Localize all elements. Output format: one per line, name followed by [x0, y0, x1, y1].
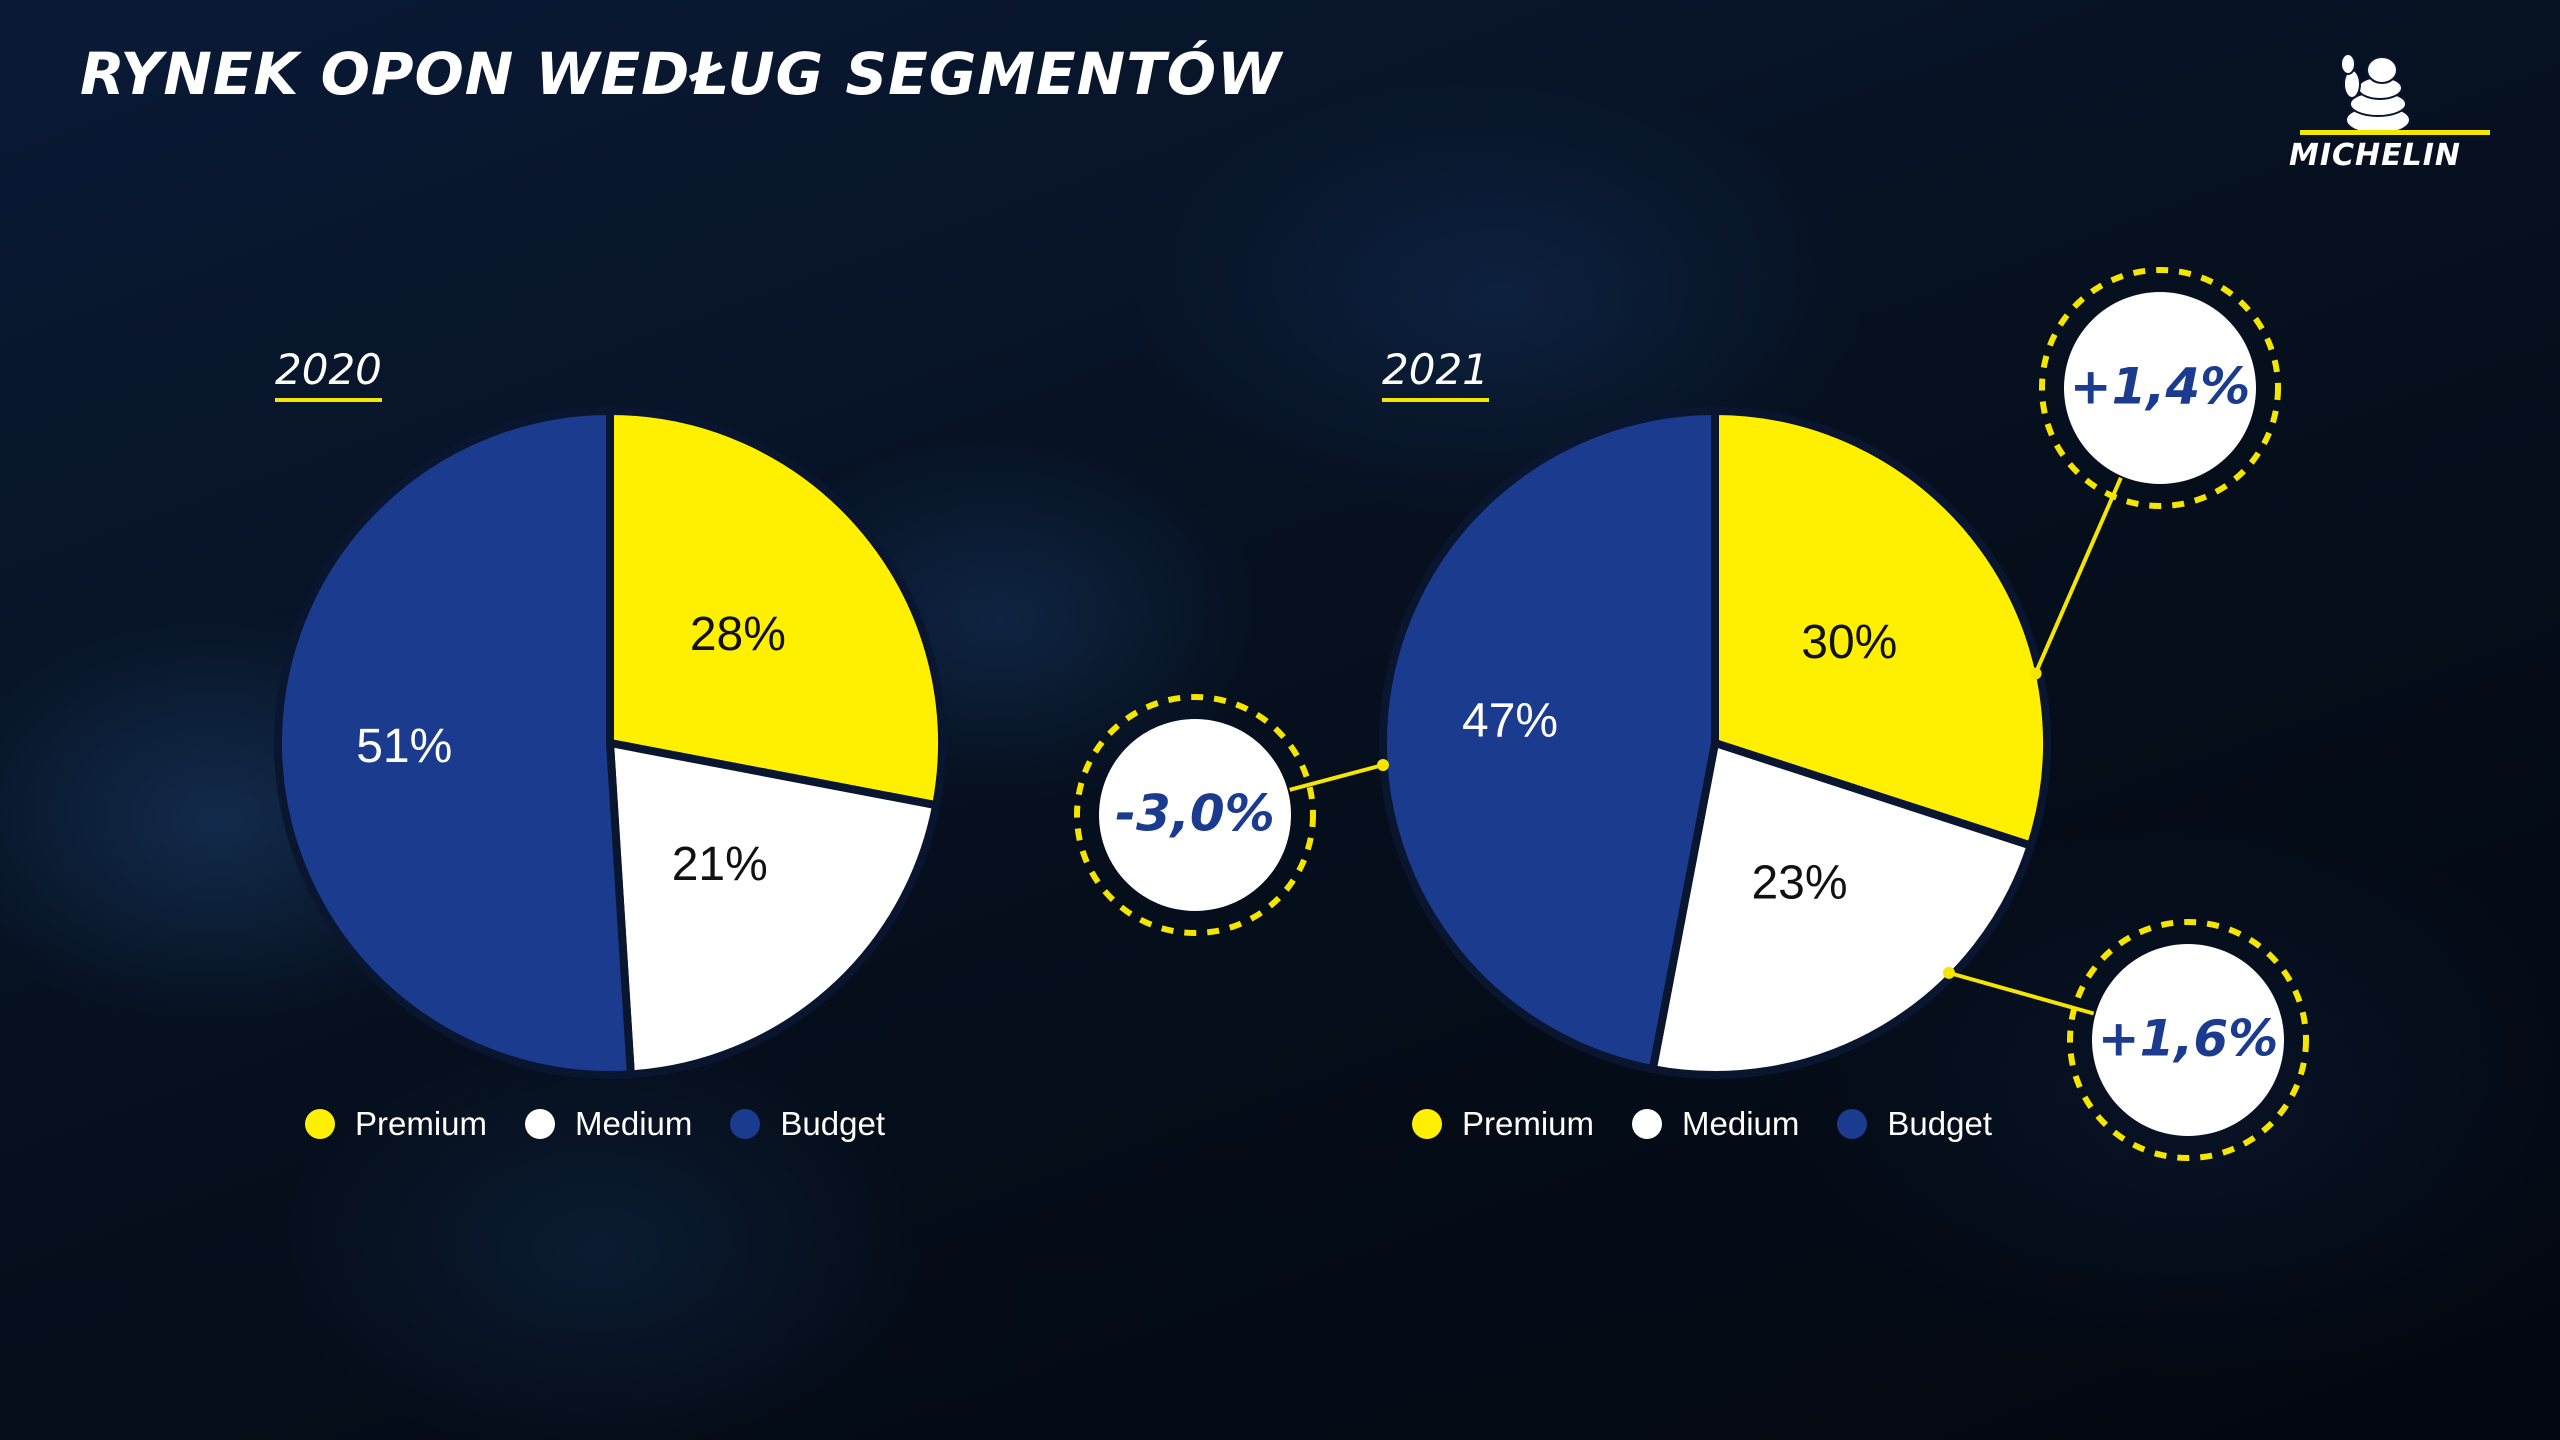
legend-swatch-medium: [525, 1109, 556, 1139]
annotation-anchor-budget: [1377, 759, 1389, 771]
legend-item-premium: Premium: [1412, 1105, 1594, 1143]
michelin-logo: MICHELIN: [2260, 50, 2490, 180]
annotation-connector-premium: [2033, 477, 2123, 675]
legend-swatch-budget: [1837, 1109, 1868, 1139]
legend-2021: Premium Medium Budget: [1412, 1105, 2030, 1143]
annotation-ring-budget: [1074, 694, 1316, 936]
legend-2020: Premium Medium Budget: [305, 1105, 923, 1143]
annotation-label-budget: -3,0%: [1115, 785, 1274, 843]
pie-slice-premium-2020: [606, 407, 946, 810]
annotation-connector-budget: [1289, 763, 1384, 792]
pie-slice-medium-2021: [1648, 739, 2035, 1079]
legend-swatch-budget: [730, 1109, 761, 1139]
chart-title-2021: 2021: [1382, 345, 1489, 402]
annotation-label-premium: +1,4%: [2070, 358, 2251, 416]
legend-label-premium: Premium: [1462, 1105, 1595, 1142]
pie-slice-budget-2021: [1379, 407, 1719, 1074]
pie-slice-premium-2021: [1711, 407, 2051, 850]
legend-item-medium: Medium: [1632, 1105, 1799, 1143]
annotation-connector-medium: [1948, 970, 2095, 1016]
annotation-ring-premium: [2039, 267, 2281, 509]
slide-title: RYNEK OPON WEDŁUG SEGMENTÓW: [80, 40, 1283, 108]
slice-label-budget-2020: 51%: [356, 720, 452, 773]
annotation-bubble-budget: [1099, 719, 1291, 911]
legend-item-budget: Budget: [1837, 1105, 1992, 1143]
annotation-bubble-premium: [2064, 292, 2256, 484]
slice-label-medium-2021: 23%: [1751, 857, 1847, 910]
slice-label-budget-2021: 47%: [1462, 694, 1558, 747]
legend-label-budget: Budget: [780, 1105, 885, 1142]
annotation-bubble-medium: [2092, 944, 2284, 1136]
chart-title-2020: 2020: [275, 345, 382, 402]
bibendum-icon: [2300, 53, 2490, 135]
legend-label-premium: Premium: [355, 1105, 488, 1142]
legend-item-premium: Premium: [305, 1105, 487, 1143]
pie-slice-budget-2020: [273, 407, 635, 1079]
slice-label-premium-2021: 30%: [1801, 616, 1897, 669]
slice-label-premium-2020: 28%: [690, 608, 786, 661]
legend-swatch-premium: [305, 1109, 335, 1139]
annotation-anchor-medium: [1942, 966, 1955, 979]
legend-swatch-premium: [1412, 1109, 1442, 1139]
annotation-anchor-premium: [2029, 667, 2042, 680]
legend-item-budget: Budget: [730, 1105, 885, 1143]
legend-swatch-medium: [1632, 1109, 1663, 1139]
logo-text: MICHELIN: [2288, 138, 2462, 173]
slice-label-medium-2020: 21%: [672, 838, 768, 891]
legend-label-medium: Medium: [1682, 1105, 1800, 1142]
pie-slice-medium-2020: [606, 739, 941, 1079]
legend-item-medium: Medium: [525, 1105, 692, 1143]
annotation-label-medium: +1,6%: [2098, 1010, 2279, 1068]
annotation-ring-medium: [2067, 919, 2309, 1161]
legend-label-medium: Medium: [575, 1105, 693, 1142]
legend-label-budget: Budget: [1887, 1105, 1992, 1142]
